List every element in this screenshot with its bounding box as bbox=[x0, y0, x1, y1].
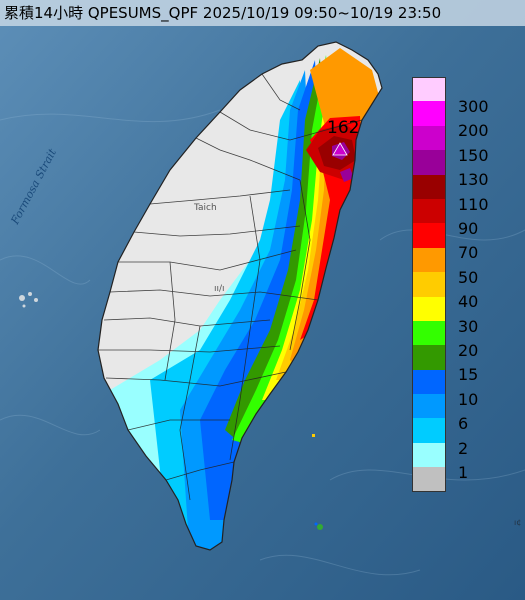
legend-swatch bbox=[412, 418, 446, 443]
legend-swatch bbox=[412, 296, 446, 321]
legend-label: 10 bbox=[458, 389, 479, 409]
legend-label: 300 bbox=[458, 97, 489, 116]
legend-swatch bbox=[412, 223, 446, 248]
peak-marker bbox=[332, 142, 348, 156]
place-label-chiayi: ıı/ı bbox=[214, 284, 225, 294]
legend-swatch bbox=[412, 150, 446, 175]
map-title: 累積14小時 QPESUMS_QPF 2025/10/19 09:50~10/1… bbox=[4, 4, 442, 22]
legend-label: 110 bbox=[458, 194, 489, 214]
county-boundaries bbox=[98, 73, 363, 501]
coastline bbox=[97, 41, 383, 551]
legend-label: 70 bbox=[458, 243, 479, 263]
legend-swatch bbox=[412, 101, 446, 126]
legend-label: 90 bbox=[458, 219, 479, 238]
legend-swatch bbox=[412, 369, 446, 395]
legend-swatch bbox=[412, 442, 446, 468]
legend-swatch bbox=[412, 247, 446, 273]
legend-label: 2 bbox=[458, 438, 469, 458]
title-banner bbox=[0, 0, 525, 26]
legend-swatch bbox=[412, 198, 446, 224]
legend-swatch bbox=[412, 77, 446, 102]
green-island bbox=[314, 522, 323, 530]
color-legend bbox=[412, 77, 448, 492]
place-label-taichung: Taich bbox=[194, 203, 217, 213]
legend-label: 20 bbox=[458, 341, 479, 360]
legend-label: 15 bbox=[458, 365, 479, 385]
legend-label: 200 bbox=[458, 121, 489, 141]
peak-value-label: 162 bbox=[327, 118, 360, 138]
legend-label: 50 bbox=[458, 267, 479, 287]
legend-swatch bbox=[412, 345, 446, 370]
legend-label: 1 bbox=[458, 463, 469, 482]
legend-swatch bbox=[412, 394, 446, 419]
legend-label: 40 bbox=[458, 292, 479, 312]
legend-label: 6 bbox=[458, 414, 469, 434]
legend-swatch bbox=[412, 320, 446, 346]
legend-swatch bbox=[412, 174, 446, 199]
legend-swatch bbox=[412, 467, 446, 492]
penghu-islands bbox=[19, 292, 38, 308]
legend-label: 30 bbox=[458, 316, 479, 336]
legend-swatch bbox=[412, 125, 446, 151]
orchid-speck bbox=[312, 434, 315, 437]
legend-label: 150 bbox=[458, 145, 489, 165]
edge-label: ı¢ bbox=[514, 518, 522, 527]
legend-label: 130 bbox=[458, 170, 489, 190]
legend-swatch bbox=[412, 272, 446, 297]
